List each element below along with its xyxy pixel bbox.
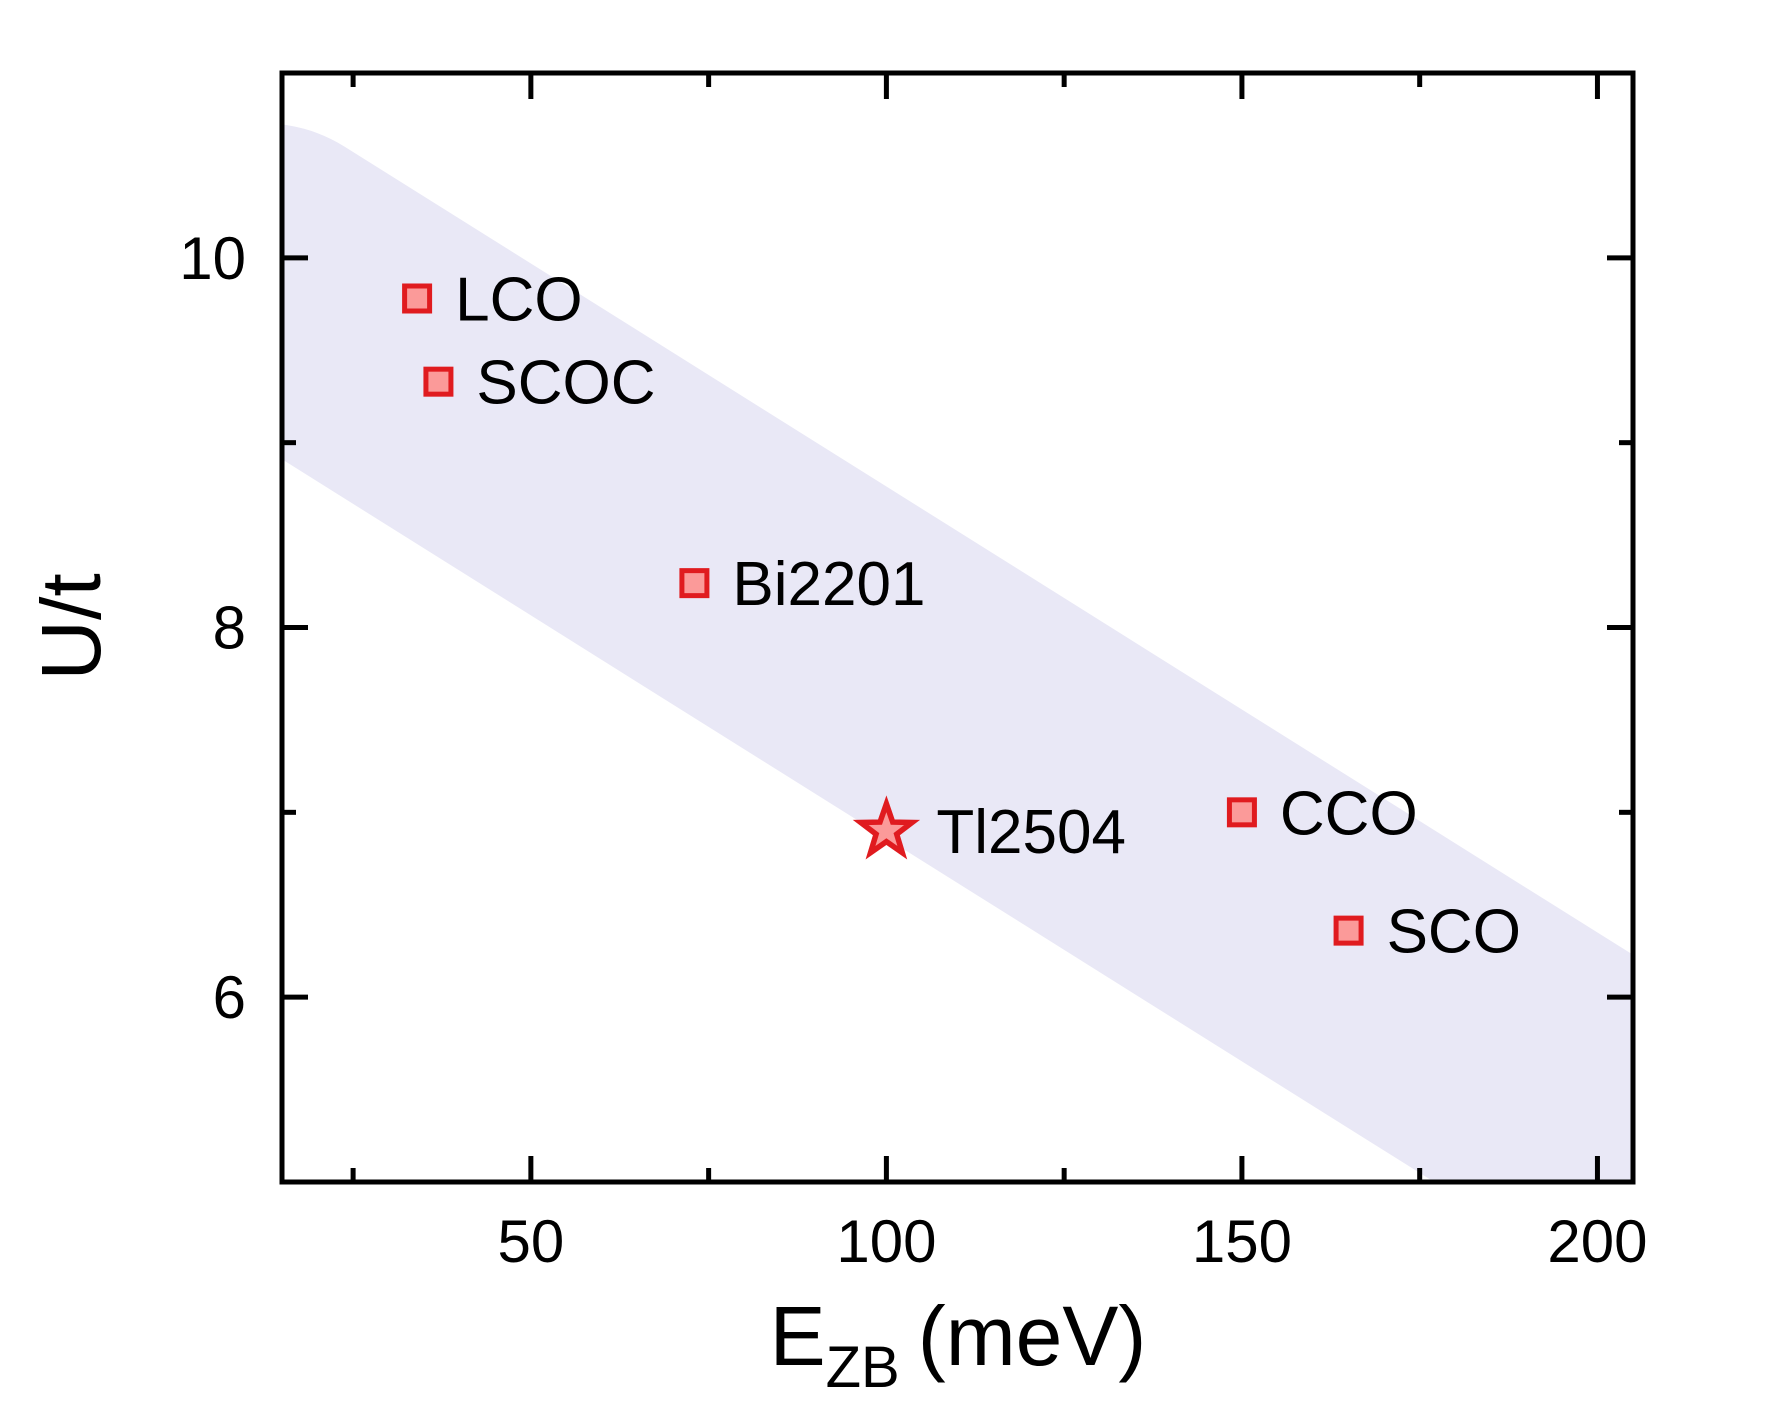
y-tick-label-8: 8: [213, 595, 246, 662]
y-tick-labels: 6 8 10: [179, 225, 246, 1031]
axis-ticks: [282, 73, 1633, 1182]
y-tick-label-6: 6: [213, 964, 246, 1031]
data-point-Bi2201: [679, 568, 710, 599]
data-point-SCO: [1333, 915, 1364, 946]
x-axis-title: EZB (meV): [770, 1289, 1147, 1400]
point-label-SCOC: SCOC: [476, 349, 655, 418]
point-label-CCO: CCO: [1280, 779, 1418, 848]
point-label-SCO: SCO: [1387, 898, 1521, 967]
data-point-CCO: [1226, 797, 1257, 828]
y-axis-title: U/t: [24, 573, 118, 680]
x-tick-label-150: 150: [1192, 1208, 1292, 1275]
y-tick-label-10: 10: [179, 225, 246, 292]
axis-titles: EZB (meV) U/t: [24, 573, 1146, 1400]
data-point-Tl2504: [852, 795, 921, 860]
data-point-SCOC: [423, 366, 454, 397]
band-shape: [284, 126, 1631, 1180]
confidence-band: [284, 126, 1631, 1180]
x-tick-label-100: 100: [836, 1208, 936, 1275]
x-tick-label-200: 200: [1547, 1208, 1647, 1275]
point-label-Bi2201: Bi2201: [732, 550, 925, 619]
data-points: [402, 283, 1364, 946]
x-tick-label-50: 50: [497, 1208, 564, 1275]
data-point-LCO: [402, 283, 433, 314]
x-tick-labels: 50 100 150 200: [497, 1208, 1647, 1275]
data-point-labels: LCO SCOC Bi2201 Tl2504 CCO SCO: [455, 265, 1521, 966]
point-label-LCO: LCO: [455, 265, 582, 334]
point-label-Tl2504: Tl2504: [936, 798, 1126, 867]
